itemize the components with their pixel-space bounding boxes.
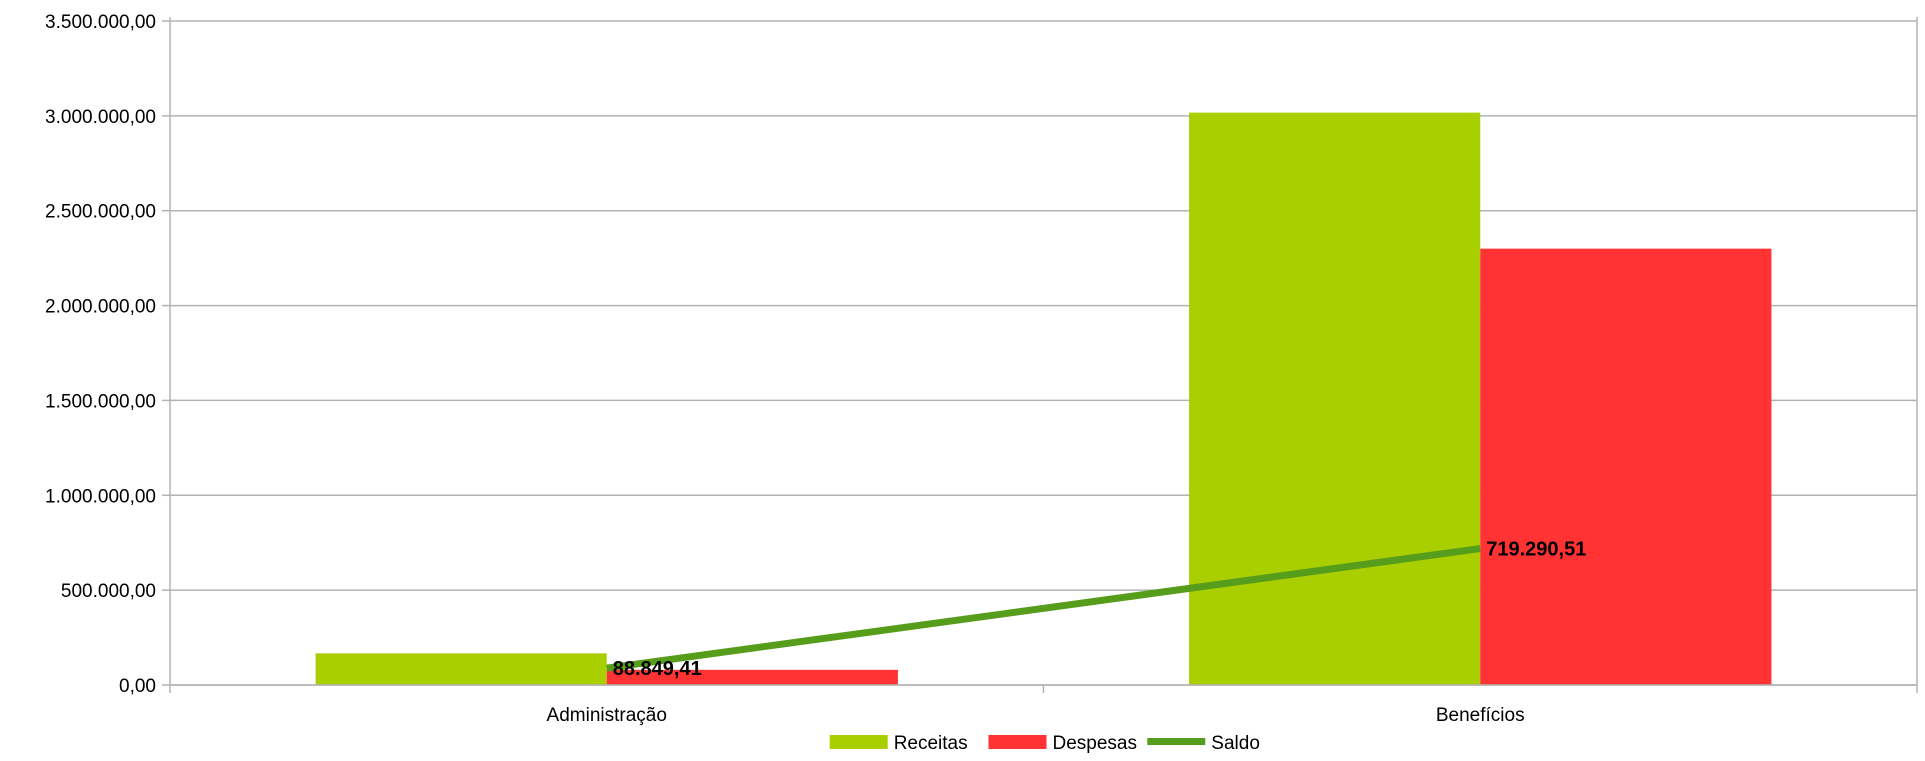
line-layer bbox=[606, 545, 1481, 672]
x-tick-label: Benefícios bbox=[1436, 705, 1525, 726]
axes-layer: 0,00 500.000,00 1.000.000,00 1.500.000,00 2.… bbox=[45, 12, 1918, 726]
labels-layer: 88.849,41 719.290,51 bbox=[613, 539, 1587, 681]
y-tick-label: 1.500.000,00 bbox=[45, 391, 156, 412]
bar-receitas bbox=[315, 653, 607, 685]
legend-swatch-despesas bbox=[988, 735, 1047, 749]
bar-despesas bbox=[1480, 248, 1772, 685]
legend-label-saldo: Saldo bbox=[1211, 733, 1260, 754]
y-tick-label: 500.000,00 bbox=[61, 581, 156, 602]
y-tick-label: 0,00 bbox=[119, 676, 156, 697]
y-tick-label: 3.000.000,00 bbox=[45, 107, 156, 128]
legend-swatch-receitas bbox=[829, 735, 888, 749]
data-label-saldo: 88.849,41 bbox=[613, 658, 702, 680]
grid-layer bbox=[170, 20, 1917, 686]
x-tick-label: Administração bbox=[547, 705, 667, 726]
legend-label-receitas: Receitas bbox=[894, 733, 968, 754]
y-tick-label: 2.000.000,00 bbox=[45, 297, 156, 318]
legend-swatch-saldo bbox=[1147, 738, 1206, 745]
y-tick-label: 2.500.000,00 bbox=[45, 202, 156, 223]
legend: Receitas Despesas Saldo bbox=[829, 733, 1260, 754]
bar-receitas bbox=[1189, 112, 1481, 685]
legend-label-despesas: Despesas bbox=[1053, 733, 1138, 754]
line-saldo bbox=[606, 545, 1481, 672]
bars-layer bbox=[315, 112, 1772, 685]
bar-despesas bbox=[606, 669, 898, 685]
y-tick-label: 1.000.000,00 bbox=[45, 486, 156, 507]
data-label-saldo: 719.290,51 bbox=[1486, 539, 1586, 561]
y-tick-label: 3.500.000,00 bbox=[45, 12, 156, 33]
